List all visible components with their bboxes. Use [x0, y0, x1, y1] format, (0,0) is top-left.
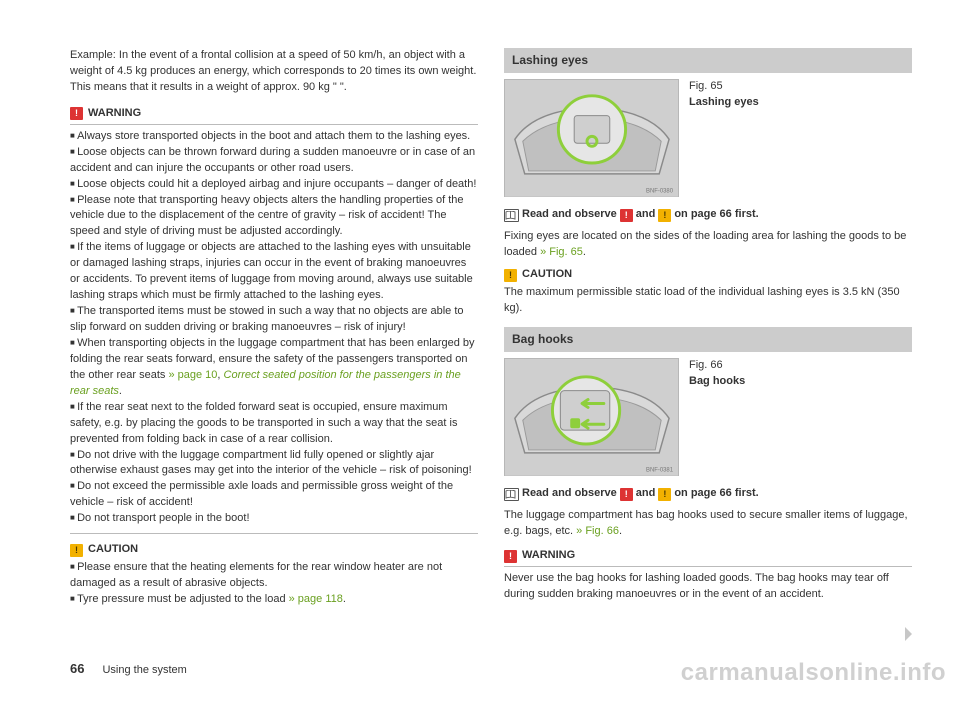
figure-66: BNF-0381 Fig. 66 Bag hooks: [504, 358, 912, 476]
warning-item: Do not exceed the permissible axle loads…: [70, 479, 478, 511]
warning-item: Do not transport people in the boot!: [70, 511, 478, 527]
warning-text: Never use the bag hooks for lashing load…: [504, 572, 889, 600]
read-observe-line: Read and observe ! and ! on page 66 firs…: [504, 486, 912, 502]
figure-title: Lashing eyes: [689, 95, 759, 111]
body-text: The luggage compartment has bag hooks us…: [504, 509, 908, 537]
read-text: and: [636, 207, 656, 223]
figure-number: Fig. 66: [689, 358, 745, 374]
figure-number: Fig. 65: [689, 79, 759, 95]
warning-header: ! WARNING: [70, 106, 478, 122]
warning-icon: !: [70, 107, 83, 120]
page-xref[interactable]: » page 10: [168, 369, 217, 381]
left-column: Example: In the event of a frontal colli…: [70, 48, 478, 617]
figure-65: BNF-0380 Fig. 65 Lashing eyes: [504, 79, 912, 197]
figure-title: Bag hooks: [689, 374, 745, 390]
warning-label: WARNING: [522, 548, 575, 564]
read-text: and: [636, 486, 656, 502]
caution-text: Tyre pressure must be adjusted to the lo…: [77, 593, 289, 605]
page-xref[interactable]: » page 118: [289, 593, 343, 605]
manual-page: Example: In the event of a frontal colli…: [0, 0, 960, 617]
figure-caption: Fig. 65 Lashing eyes: [689, 79, 759, 197]
figure-image: BNF-0381: [504, 358, 679, 476]
caution-label: CAUTION: [88, 542, 138, 558]
page-number: 66: [70, 660, 84, 679]
body-text: .: [619, 525, 622, 537]
warning-icon: !: [504, 550, 517, 563]
warning-item: Please note that transporting heavy obje…: [70, 193, 478, 241]
read-text: on page 66 first.: [674, 486, 758, 502]
section-body: Fixing eyes are located on the sides of …: [504, 229, 912, 261]
warning-box: Always store transported objects in the …: [70, 124, 478, 534]
svg-text:BNF-0381: BNF-0381: [646, 468, 673, 474]
section-body: The luggage compartment has bag hooks us…: [504, 508, 912, 540]
section-heading-bag-hooks: Bag hooks: [504, 327, 912, 352]
warning-item: Do not drive with the luggage compartmen…: [70, 448, 478, 480]
page-footer: 66 Using the system: [70, 660, 187, 679]
warning-item: The transported items must be stowed in …: [70, 304, 478, 336]
footer-section: Using the system: [102, 663, 186, 679]
figure-image: BNF-0380: [504, 79, 679, 197]
caution-item: Tyre pressure must be adjusted to the lo…: [70, 592, 478, 608]
warning-item-with-xref: When transporting objects in the luggage…: [70, 336, 478, 400]
warning-item: If the rear seat next to the folded forw…: [70, 400, 478, 448]
warning-item: Loose objects can be thrown forward duri…: [70, 145, 478, 177]
figure-xref[interactable]: » Fig. 65: [540, 246, 583, 258]
caution-icon: !: [658, 209, 671, 222]
caution-text: .: [343, 593, 346, 605]
right-column: Lashing eyes BNF-0380 Fig. 65 Lashing ey…: [504, 48, 912, 617]
warning-item: If the items of luggage or objects are a…: [70, 240, 478, 304]
warning-label: WARNING: [88, 106, 141, 122]
warning-icon: !: [620, 209, 633, 222]
warning-item: Loose objects could hit a deployed airba…: [70, 177, 478, 193]
caution-header: ! CAUTION: [70, 542, 478, 558]
intro-text: Example: In the event of a frontal colli…: [70, 48, 478, 96]
figure-xref[interactable]: » Fig. 66: [576, 525, 619, 537]
read-text: Read and observe: [522, 486, 617, 502]
warning-item: Always store transported objects in the …: [70, 129, 478, 145]
body-text: .: [583, 246, 586, 258]
read-observe-line: Read and observe ! and ! on page 66 firs…: [504, 207, 912, 223]
warning-header: ! WARNING: [504, 548, 912, 564]
warning-text: .: [119, 385, 122, 397]
section-heading-lashing-eyes: Lashing eyes: [504, 48, 912, 73]
caution-text: The maximum permissible static load of t…: [504, 285, 912, 317]
caution-label: CAUTION: [522, 267, 572, 283]
warning-icon: !: [620, 488, 633, 501]
bag-hooks-illustration: BNF-0381: [505, 359, 678, 476]
caution-list: Please ensure that the heating elements …: [70, 560, 478, 608]
caution-header: ! CAUTION: [504, 267, 912, 283]
caution-icon: !: [658, 488, 671, 501]
continuation-arrow-icon: [905, 627, 912, 641]
read-text: Read and observe: [522, 207, 617, 223]
svg-text:BNF-0380: BNF-0380: [646, 189, 674, 195]
watermark: carmanualsonline.info: [681, 656, 946, 691]
caution-item: Please ensure that the heating elements …: [70, 560, 478, 592]
lashing-eyes-illustration: BNF-0380: [505, 80, 678, 197]
read-text: on page 66 first.: [674, 207, 758, 223]
warning-box: Never use the bag hooks for lashing load…: [504, 566, 912, 609]
book-icon: [504, 488, 519, 501]
caution-icon: !: [504, 269, 517, 282]
caution-icon: !: [70, 544, 83, 557]
book-icon: [504, 209, 519, 222]
figure-caption: Fig. 66 Bag hooks: [689, 358, 745, 476]
